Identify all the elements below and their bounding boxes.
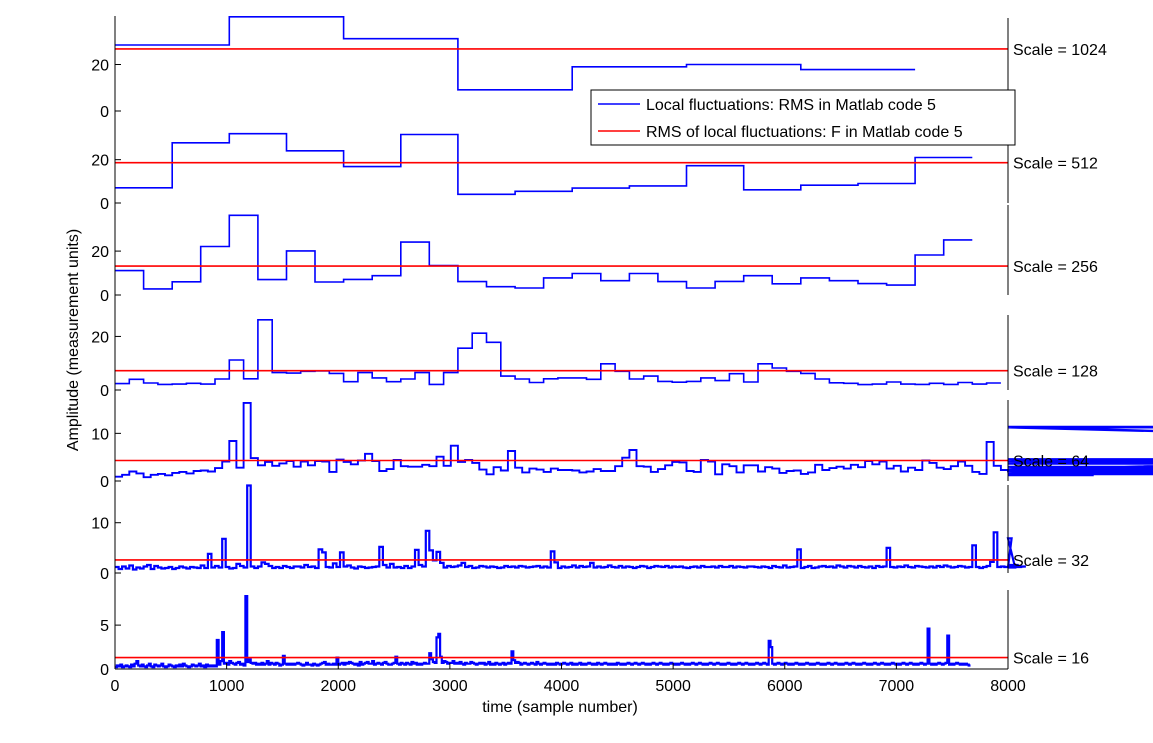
xtick-label-7: 7000: [879, 678, 915, 695]
panel-1-ytick-label-0: 0: [100, 196, 109, 213]
panel-1-ytick-label-1: 20: [91, 153, 109, 170]
panels-layer: 0 20 Scale = 1024 0 20 Scale = 512 0 20 Scale = …: [91, 16, 1153, 679]
panel-4-ytick-label-1: 10: [91, 426, 109, 443]
y-axis-label: Amplitude (measurement units): [65, 229, 82, 451]
panel-2: 0 20 Scale = 256: [91, 205, 1098, 305]
axes-layer: 0 1000 2000 3000 4000 5000 6000 7000 8000: [111, 16, 1026, 695]
legend-entry-overall-f: RMS of local fluctuations: F in Matlab c…: [646, 124, 963, 141]
panel-0-local-rms-line: [115, 16, 916, 91]
panel-2-local-rms-line: [115, 214, 973, 290]
panel-3-ytick-label-0: 0: [100, 383, 109, 400]
legend-box: [590, 89, 1016, 146]
panel-6-ytick-label-1: 5: [100, 618, 109, 635]
panel-6: 0 5 Scale = 16: [100, 590, 1089, 679]
legend-entry-local-rms: Local fluctuations: RMS in Matlab code 5: [646, 97, 936, 114]
panel-4-ytick-label-0: 0: [100, 474, 109, 491]
panel-6-local-rms-line: [115, 595, 971, 669]
legend: Local fluctuations: RMS in Matlab code 5…: [590, 89, 1016, 146]
xtick-label-3: 3000: [432, 678, 468, 695]
xtick-label-2: 2000: [320, 678, 356, 695]
panel-4-scale-label: Scale = 64: [1013, 454, 1089, 471]
panel-2-scale-label: Scale = 256: [1013, 259, 1098, 276]
xtick-label-0: 0: [111, 678, 120, 695]
panel-4: 0 10 Scale = 64: [91, 400, 1153, 491]
panel-3-ytick-label-1: 20: [91, 329, 109, 346]
panel-6-ytick-label-0: 0: [100, 662, 109, 679]
panel-2-ytick-label-0: 0: [100, 288, 109, 305]
panel-3: 0 20 Scale = 128: [91, 315, 1098, 400]
panel-3-local-rms-line: [115, 319, 1001, 386]
panel-5-ytick-label-0: 0: [100, 566, 109, 583]
x-axis-label: time (sample number): [482, 699, 638, 716]
xtick-label-1: 1000: [209, 678, 245, 695]
panel-0-scale-label: Scale = 1024: [1013, 42, 1107, 59]
xtick-label-4: 4000: [544, 678, 580, 695]
xtick-label-5: 5000: [655, 678, 691, 695]
panel-0-ytick-label-0: 0: [100, 104, 109, 121]
panel-0: 0 20 Scale = 1024: [91, 16, 1107, 121]
panel-5-scale-label: Scale = 32: [1013, 553, 1089, 570]
panel-5: 0 10 Scale = 32: [91, 484, 1089, 583]
panel-1: 0 20 Scale = 512: [91, 125, 1098, 213]
panel-5-ytick-label-1: 10: [91, 516, 109, 533]
panel-1-scale-label: Scale = 512: [1013, 156, 1098, 173]
panel-5-local-rms-line: [115, 484, 1026, 571]
panel-0-ytick-label-1: 20: [91, 58, 109, 75]
panel-2-ytick-label-1: 20: [91, 244, 109, 261]
panel-3-scale-label: Scale = 128: [1013, 364, 1098, 381]
xtick-label-8: 8000: [990, 678, 1026, 695]
xtick-label-6: 6000: [767, 678, 803, 695]
panel-6-scale-label: Scale = 16: [1013, 651, 1089, 668]
panel-1-local-rms-line: [115, 132, 973, 196]
